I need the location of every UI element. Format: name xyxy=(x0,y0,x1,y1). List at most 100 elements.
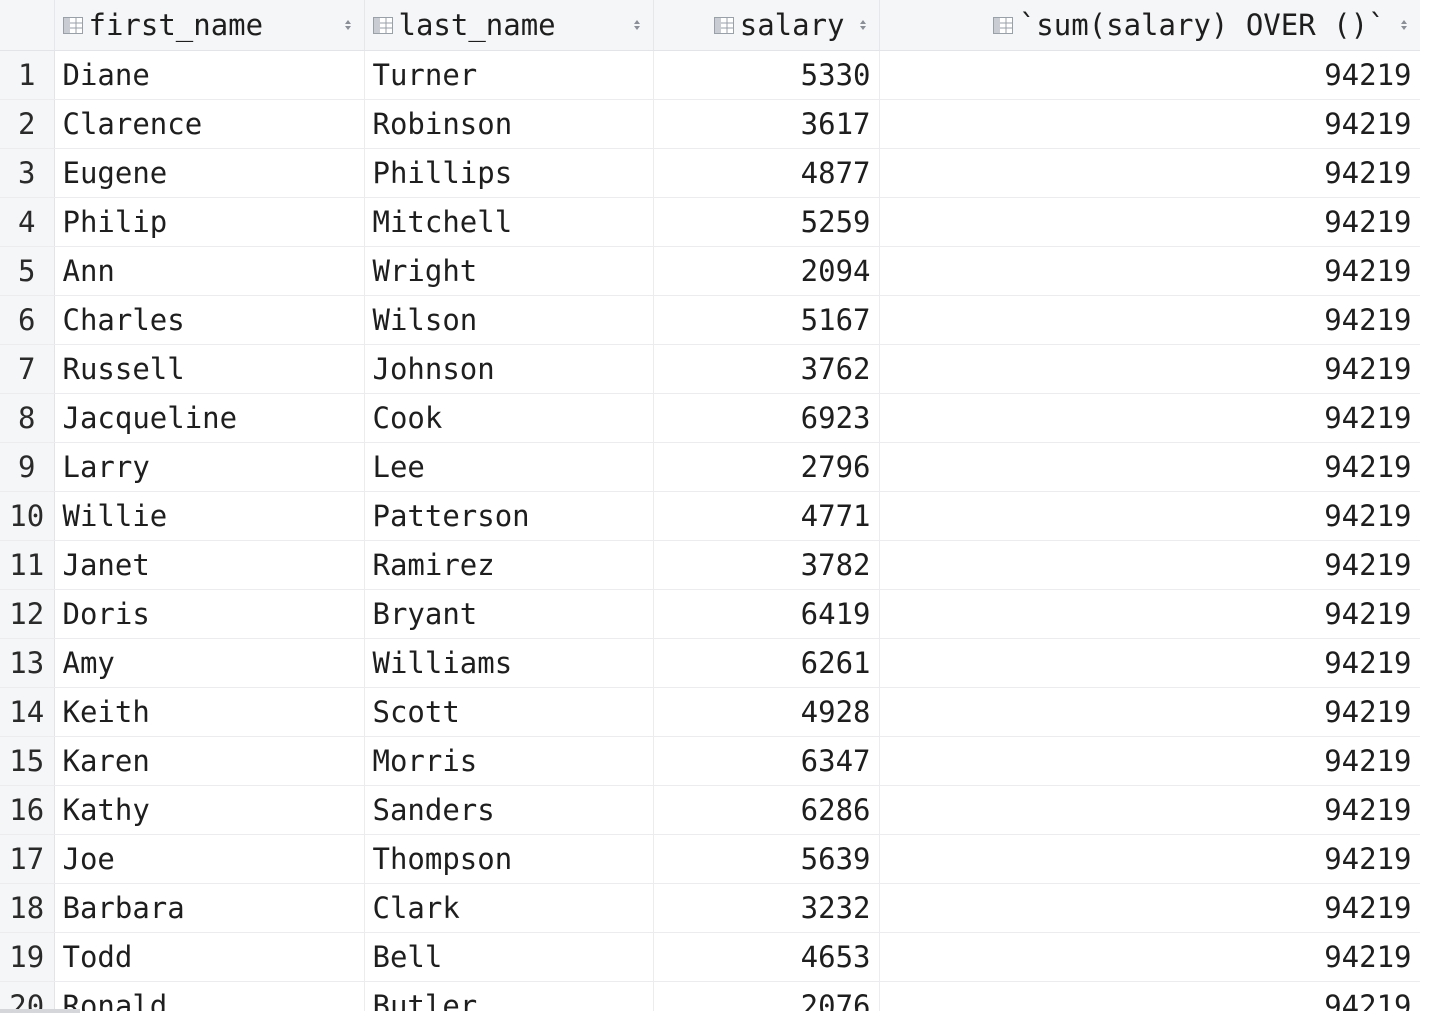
cell-salary[interactable]: 2796 xyxy=(653,442,880,492)
cell-sum-salary[interactable]: 94219 xyxy=(879,883,1420,933)
cell-last-name[interactable]: Clark xyxy=(364,883,654,933)
table-row[interactable]: 15 Karen Morris 6347 94219 xyxy=(0,736,1420,786)
cell-last-name[interactable]: Mitchell xyxy=(364,197,654,247)
column-header-sum-salary-over[interactable]: `sum(salary) OVER ()` xyxy=(879,0,1420,51)
cell-salary[interactable]: 2076 xyxy=(653,981,880,1011)
table-row[interactable]: 7 Russell Johnson 3762 94219 xyxy=(0,344,1420,394)
table-row[interactable]: 13 Amy Williams 6261 94219 xyxy=(0,638,1420,688)
column-header-salary[interactable]: salary xyxy=(653,0,880,51)
cell-last-name[interactable]: Bell xyxy=(364,932,654,982)
cell-last-name[interactable]: Lee xyxy=(364,442,654,492)
table-row[interactable]: 10 Willie Patterson 4771 94219 xyxy=(0,491,1420,541)
cell-salary[interactable]: 6261 xyxy=(653,638,880,688)
cell-first-name[interactable]: Kathy xyxy=(54,785,365,835)
table-row[interactable]: 1 Diane Turner 5330 94219 xyxy=(0,50,1420,100)
sort-icon[interactable] xyxy=(342,17,354,33)
cell-first-name[interactable]: Philip xyxy=(54,197,365,247)
cell-sum-salary[interactable]: 94219 xyxy=(879,344,1420,394)
cell-last-name[interactable]: Scott xyxy=(364,687,654,737)
cell-first-name[interactable]: Barbara xyxy=(54,883,365,933)
cell-first-name[interactable]: Doris xyxy=(54,589,365,639)
cell-first-name[interactable]: Russell xyxy=(54,344,365,394)
cell-salary[interactable]: 3782 xyxy=(653,540,880,590)
row-number[interactable]: 15 xyxy=(0,736,55,786)
row-number-header[interactable] xyxy=(0,0,55,51)
table-row[interactable]: 8 Jacqueline Cook 6923 94219 xyxy=(0,393,1420,443)
cell-first-name[interactable]: Keith xyxy=(54,687,365,737)
cell-first-name[interactable]: Ann xyxy=(54,246,365,296)
table-row[interactable]: 14 Keith Scott 4928 94219 xyxy=(0,687,1420,737)
cell-first-name[interactable]: Amy xyxy=(54,638,365,688)
cell-salary[interactable]: 4928 xyxy=(653,687,880,737)
cell-sum-salary[interactable]: 94219 xyxy=(879,442,1420,492)
cell-salary[interactable]: 5259 xyxy=(653,197,880,247)
row-number[interactable]: 13 xyxy=(0,638,55,688)
cell-salary[interactable]: 6419 xyxy=(653,589,880,639)
cell-salary[interactable]: 3617 xyxy=(653,99,880,149)
cell-sum-salary[interactable]: 94219 xyxy=(879,736,1420,786)
cell-last-name[interactable]: Phillips xyxy=(364,148,654,198)
row-number[interactable]: 1 xyxy=(0,50,55,100)
table-row[interactable]: 19 Todd Bell 4653 94219 xyxy=(0,932,1420,982)
row-number[interactable]: 16 xyxy=(0,785,55,835)
cell-sum-salary[interactable]: 94219 xyxy=(879,785,1420,835)
cell-sum-salary[interactable]: 94219 xyxy=(879,589,1420,639)
cell-first-name[interactable]: Willie xyxy=(54,491,365,541)
table-row[interactable]: 12 Doris Bryant 6419 94219 xyxy=(0,589,1420,639)
cell-last-name[interactable]: Bryant xyxy=(364,589,654,639)
cell-sum-salary[interactable]: 94219 xyxy=(879,687,1420,737)
sort-icon[interactable] xyxy=(857,17,869,33)
cell-first-name[interactable]: Ronald xyxy=(54,981,365,1011)
cell-last-name[interactable]: Sanders xyxy=(364,785,654,835)
cell-sum-salary[interactable]: 94219 xyxy=(879,246,1420,296)
cell-last-name[interactable]: Wright xyxy=(364,246,654,296)
row-number[interactable]: 7 xyxy=(0,344,55,394)
cell-last-name[interactable]: Patterson xyxy=(364,491,654,541)
row-number[interactable]: 18 xyxy=(0,883,55,933)
cell-sum-salary[interactable]: 94219 xyxy=(879,834,1420,884)
cell-salary[interactable]: 4771 xyxy=(653,491,880,541)
cell-salary[interactable]: 2094 xyxy=(653,246,880,296)
table-row[interactable]: 3 Eugene Phillips 4877 94219 xyxy=(0,148,1420,198)
cell-sum-salary[interactable]: 94219 xyxy=(879,540,1420,590)
row-number[interactable]: 4 xyxy=(0,197,55,247)
cell-first-name[interactable]: Charles xyxy=(54,295,365,345)
cell-last-name[interactable]: Butler xyxy=(364,981,654,1011)
cell-salary[interactable]: 6923 xyxy=(653,393,880,443)
horizontal-scrollbar[interactable] xyxy=(0,1009,80,1013)
cell-salary[interactable]: 5167 xyxy=(653,295,880,345)
row-number[interactable]: 20 xyxy=(0,981,55,1011)
cell-sum-salary[interactable]: 94219 xyxy=(879,197,1420,247)
cell-sum-salary[interactable]: 94219 xyxy=(879,393,1420,443)
cell-sum-salary[interactable]: 94219 xyxy=(879,638,1420,688)
cell-first-name[interactable]: Larry xyxy=(54,442,365,492)
table-row[interactable]: 6 Charles Wilson 5167 94219 xyxy=(0,295,1420,345)
row-number[interactable]: 6 xyxy=(0,295,55,345)
cell-last-name[interactable]: Robinson xyxy=(364,99,654,149)
cell-salary[interactable]: 4653 xyxy=(653,932,880,982)
table-row[interactable]: 11 Janet Ramirez 3782 94219 xyxy=(0,540,1420,590)
cell-last-name[interactable]: Williams xyxy=(364,638,654,688)
row-number[interactable]: 14 xyxy=(0,687,55,737)
cell-first-name[interactable]: Todd xyxy=(54,932,365,982)
cell-first-name[interactable]: Eugene xyxy=(54,148,365,198)
row-number[interactable]: 19 xyxy=(0,932,55,982)
table-row[interactable]: 18 Barbara Clark 3232 94219 xyxy=(0,883,1420,933)
table-row[interactable]: 16 Kathy Sanders 6286 94219 xyxy=(0,785,1420,835)
cell-first-name[interactable]: Karen xyxy=(54,736,365,786)
cell-sum-salary[interactable]: 94219 xyxy=(879,99,1420,149)
cell-salary[interactable]: 3762 xyxy=(653,344,880,394)
table-row[interactable]: 9 Larry Lee 2796 94219 xyxy=(0,442,1420,492)
table-row[interactable]: 20 Ronald Butler 2076 94219 xyxy=(0,981,1420,1011)
cell-last-name[interactable]: Turner xyxy=(364,50,654,100)
cell-first-name[interactable]: Janet xyxy=(54,540,365,590)
cell-last-name[interactable]: Morris xyxy=(364,736,654,786)
cell-sum-salary[interactable]: 94219 xyxy=(879,491,1420,541)
cell-first-name[interactable]: Jacqueline xyxy=(54,393,365,443)
sort-icon[interactable] xyxy=(1398,17,1410,33)
cell-sum-salary[interactable]: 94219 xyxy=(879,148,1420,198)
cell-last-name[interactable]: Johnson xyxy=(364,344,654,394)
cell-salary[interactable]: 5639 xyxy=(653,834,880,884)
cell-sum-salary[interactable]: 94219 xyxy=(879,981,1420,1011)
sort-icon[interactable] xyxy=(631,17,643,33)
